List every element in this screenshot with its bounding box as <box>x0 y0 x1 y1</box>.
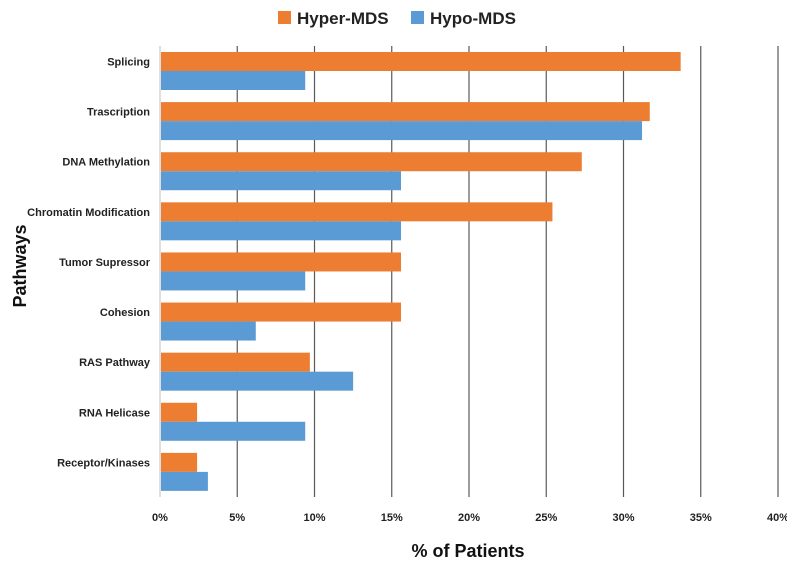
bar-hyper-mds <box>161 252 402 272</box>
bar-hypo-mds <box>161 421 306 441</box>
category-label: Tumor Supressor <box>59 257 151 269</box>
legend-label: Hypo-MDS <box>430 9 516 28</box>
bar-hyper-mds <box>161 302 402 322</box>
legend-label: Hyper-MDS <box>297 9 389 28</box>
x-tick-label: 20% <box>458 512 480 524</box>
category-label: RNA Helicase <box>79 407 150 419</box>
bar-hypo-mds <box>161 171 402 191</box>
bar-hyper-mds <box>161 152 582 172</box>
category-label: DNA Methylation <box>62 157 150 169</box>
legend-swatch <box>411 11 424 24</box>
bar-hypo-mds <box>161 471 208 491</box>
bar-hypo-mds <box>161 221 402 241</box>
x-tick-label: 30% <box>612 512 634 524</box>
bar-hypo-mds <box>161 121 643 141</box>
x-tick-label: 5% <box>229 512 245 524</box>
bar-hyper-mds <box>161 452 198 472</box>
x-tick-label: 35% <box>690 512 712 524</box>
legend: Hyper-MDS Hypo-MDS <box>278 9 516 28</box>
x-tick-label: 10% <box>303 512 325 524</box>
bar-hyper-mds <box>161 102 650 122</box>
bar-hypo-mds <box>161 71 306 90</box>
bar-hypo-mds <box>161 371 354 391</box>
category-label: Cohesion <box>100 307 150 319</box>
x-axis-title: % of Patients <box>411 541 524 561</box>
bar-hypo-mds <box>161 271 306 291</box>
bar-hypo-mds <box>161 321 256 341</box>
x-tick-label: 15% <box>381 512 403 524</box>
bar-hyper-mds <box>161 202 553 222</box>
x-tick-label: 25% <box>535 512 557 524</box>
bars <box>161 52 681 491</box>
y-axis-title: Pathways <box>10 224 30 307</box>
bar-hyper-mds <box>161 402 198 422</box>
legend-swatch <box>278 11 291 24</box>
x-tick-label: 40% <box>767 512 787 524</box>
bar-hyper-mds <box>161 52 681 71</box>
category-label: RAS Pathway <box>79 357 151 369</box>
category-labels: Splicing Trascription DNA Methylation Chrom… <box>27 57 151 470</box>
category-label: Receptor/Kinases <box>57 457 150 469</box>
category-label: Trascription <box>87 107 150 119</box>
category-label: Splicing <box>107 57 150 69</box>
x-tick-labels: 0% 5% 10% 15% 20% 25% 30% 35% 40% <box>152 512 787 524</box>
bar-hyper-mds <box>161 352 310 372</box>
x-tick-label: 0% <box>152 512 168 524</box>
category-label: Chromatin Modification <box>27 207 150 219</box>
